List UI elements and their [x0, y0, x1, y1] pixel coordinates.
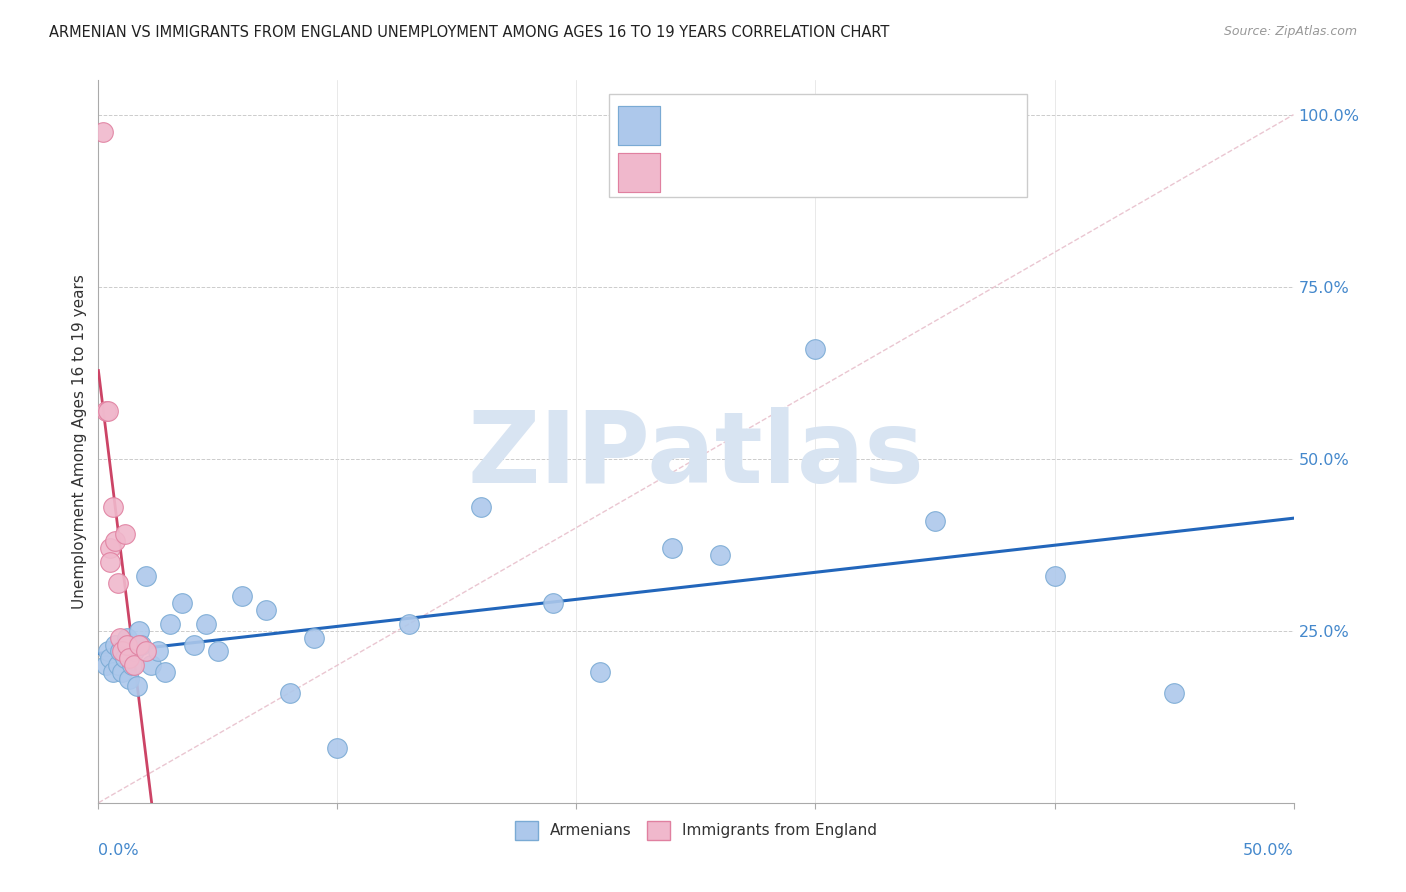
Point — [155, 665, 177, 679]
Text: R =  0.218   N =  16: R = 0.218 N = 16 — [672, 158, 853, 176]
Point — [124, 644, 146, 658]
Point — [101, 665, 124, 679]
Text: R = 0.402   N = 40: R = 0.402 N = 40 — [672, 111, 842, 128]
Point — [97, 644, 120, 658]
Point — [131, 638, 153, 652]
Y-axis label: Unemployment Among Ages 16 to 19 years: Unemployment Among Ages 16 to 19 years — [72, 274, 87, 609]
Point — [121, 658, 143, 673]
Point — [709, 548, 731, 562]
Bar — [609, 94, 1026, 197]
Point — [661, 541, 683, 556]
Point — [183, 638, 205, 652]
Point — [125, 679, 148, 693]
Point — [107, 575, 129, 590]
Point — [118, 651, 141, 665]
Point — [195, 616, 218, 631]
Point — [139, 658, 162, 673]
Point — [97, 403, 120, 417]
Text: Source: ZipAtlas.com: Source: ZipAtlas.com — [1223, 25, 1357, 38]
Point — [231, 590, 253, 604]
Point — [111, 644, 134, 658]
Point — [114, 651, 136, 665]
Point — [135, 568, 157, 582]
Point — [278, 686, 301, 700]
Point — [91, 125, 114, 139]
Point — [541, 596, 564, 610]
Text: ARMENIAN VS IMMIGRANTS FROM ENGLAND UNEMPLOYMENT AMONG AGES 16 TO 19 YEARS CORRE: ARMENIAN VS IMMIGRANTS FROM ENGLAND UNEM… — [49, 25, 890, 40]
Point — [98, 541, 122, 556]
Point — [108, 631, 131, 645]
Point — [470, 500, 492, 514]
Point — [159, 616, 181, 631]
Point — [1043, 568, 1066, 582]
Point — [128, 638, 150, 652]
Point — [118, 672, 141, 686]
Point — [1163, 686, 1185, 700]
Point — [589, 665, 612, 679]
Point — [398, 616, 420, 631]
Point — [98, 651, 122, 665]
Text: ZIPatlas: ZIPatlas — [468, 408, 924, 505]
Point — [128, 624, 150, 638]
Legend: Armenians, Immigrants from England: Armenians, Immigrants from England — [509, 815, 883, 846]
Point — [148, 644, 170, 658]
Point — [124, 658, 146, 673]
Point — [101, 500, 124, 514]
Point — [94, 403, 117, 417]
Point — [326, 740, 349, 755]
Point — [98, 555, 122, 569]
Point — [924, 514, 946, 528]
Point — [114, 527, 136, 541]
Bar — [619, 153, 661, 193]
Text: 0.0%: 0.0% — [98, 843, 139, 857]
Bar — [619, 105, 661, 145]
Point — [207, 644, 229, 658]
Point — [104, 534, 127, 549]
Point — [804, 342, 827, 356]
Point — [115, 638, 138, 652]
Point — [104, 638, 127, 652]
Point — [254, 603, 277, 617]
Point — [111, 665, 134, 679]
Point — [115, 631, 138, 645]
Point — [108, 644, 131, 658]
Point — [302, 631, 325, 645]
Point — [172, 596, 194, 610]
Text: 50.0%: 50.0% — [1243, 843, 1294, 857]
Point — [107, 658, 129, 673]
Point — [94, 658, 117, 673]
Point — [135, 644, 157, 658]
